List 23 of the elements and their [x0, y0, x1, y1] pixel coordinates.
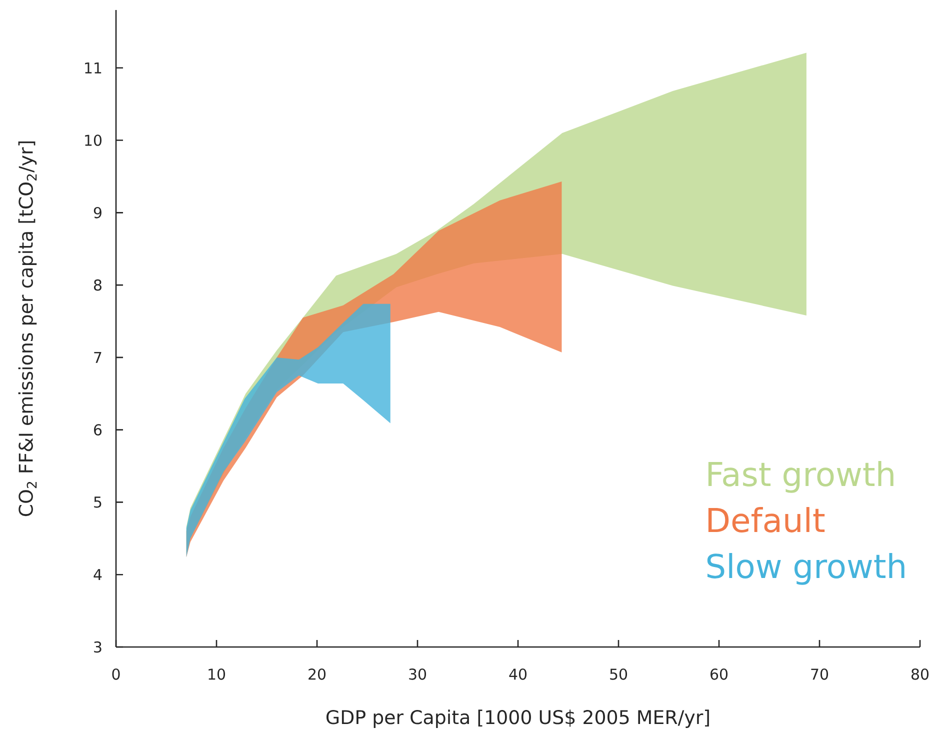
x-tick-label: 70: [811, 668, 828, 680]
y-tick-label: 7: [94, 352, 102, 363]
x-tick-label: 40: [509, 668, 527, 680]
x-tick-label: 0: [112, 668, 120, 680]
y-tick-label: 4: [94, 569, 102, 580]
y-tick-label: 8: [94, 279, 102, 291]
y-tick-label: 3: [94, 641, 102, 653]
x-tick-label: 30: [409, 668, 426, 680]
x-tick-label: 50: [610, 668, 628, 680]
x-axis-title: GDP per Capita [1000 US$ 2005 MER/yr]: [326, 710, 709, 728]
legend-label: Default: [708, 507, 825, 532]
y-tick-label: 9: [94, 207, 102, 218]
x-tick-label: 60: [710, 668, 728, 680]
x-tick-label: 10: [208, 668, 226, 680]
legend-label: Slow growth: [707, 553, 904, 585]
y-axis-title: CO$_{2}$ FF&I emissions per capita [tCO$_{2}$/yr]: [18, 141, 37, 516]
y-tick-label: 5: [94, 496, 102, 508]
legend-label: Fast growth: [708, 461, 894, 493]
x-tick-label: 80: [912, 668, 929, 680]
y-tick-label: 11: [85, 62, 102, 74]
y-tick-label: 6: [94, 424, 102, 436]
y-tick-label: 10: [85, 134, 102, 146]
x-tick-label: 20: [308, 668, 326, 680]
